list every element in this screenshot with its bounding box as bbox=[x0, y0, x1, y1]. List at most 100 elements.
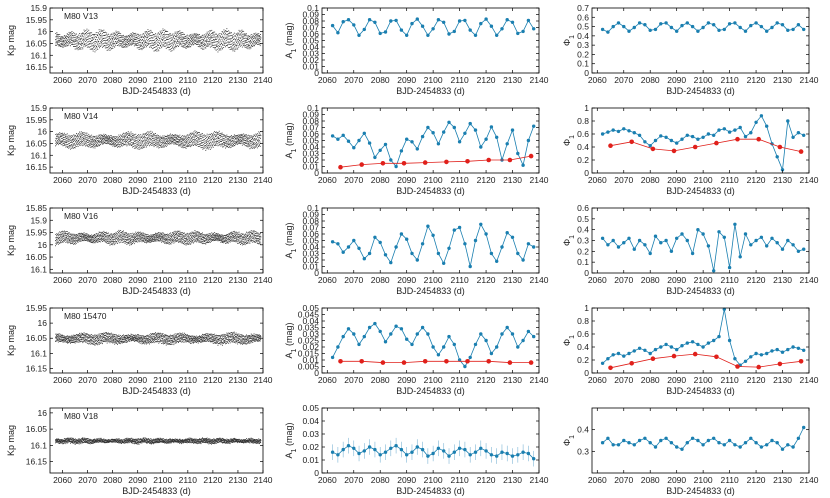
light-curve-point bbox=[255, 38, 257, 40]
light-curve-point bbox=[98, 233, 100, 235]
light-curve-point bbox=[103, 32, 104, 33]
light-curve-point bbox=[120, 41, 122, 42]
light-curve-point bbox=[168, 143, 169, 144]
light-curve-point bbox=[150, 236, 152, 238]
light-curve-point bbox=[173, 242, 175, 244]
light-curve-point bbox=[247, 236, 248, 237]
light-curve-point bbox=[258, 41, 260, 43]
light-curve-point bbox=[212, 234, 214, 235]
light-curve-point bbox=[130, 136, 132, 137]
light-curve-point bbox=[69, 41, 70, 43]
x-tick-label: 2120 bbox=[203, 175, 222, 185]
light-curve-point bbox=[205, 36, 207, 38]
light-curve-point bbox=[201, 138, 203, 140]
light-curve-point bbox=[136, 47, 138, 49]
light-curve-point bbox=[78, 47, 79, 48]
light-curve-point bbox=[130, 236, 132, 238]
light-curve-point bbox=[247, 41, 249, 43]
light-curve-point bbox=[93, 44, 95, 46]
light-curve-point bbox=[237, 32, 239, 34]
light-curve-point bbox=[227, 136, 228, 138]
light-curve-point bbox=[74, 134, 76, 136]
light-curve-point bbox=[146, 241, 148, 242]
light-curve-point bbox=[72, 240, 74, 242]
light-curve-point bbox=[74, 147, 76, 149]
light-curve-point bbox=[246, 135, 248, 137]
light-curve-point bbox=[209, 233, 211, 234]
light-curve-point bbox=[75, 46, 76, 47]
light-curve-point bbox=[197, 233, 199, 235]
light-curve-point bbox=[231, 234, 233, 235]
light-curve-point bbox=[62, 233, 64, 235]
light-curve-point bbox=[146, 43, 148, 45]
light-curve-point bbox=[202, 46, 204, 48]
light-curve-point bbox=[150, 37, 152, 39]
light-curve-point bbox=[80, 232, 82, 234]
light-curve-point bbox=[208, 148, 210, 150]
light-curve-point bbox=[158, 143, 159, 145]
light-curve-point bbox=[188, 146, 190, 147]
light-curve-point bbox=[207, 44, 209, 46]
light-curve-point bbox=[185, 241, 187, 242]
light-curve-point bbox=[65, 241, 67, 243]
light-curve-point bbox=[110, 141, 112, 142]
light-curve-point bbox=[198, 237, 200, 239]
light-curve-point bbox=[129, 241, 131, 243]
light-curve-point bbox=[184, 33, 185, 35]
light-curve-point bbox=[109, 40, 110, 42]
light-curve-point bbox=[179, 145, 180, 147]
light-curve-point bbox=[73, 243, 74, 245]
light-curve-point bbox=[62, 236, 64, 238]
light-curve-point bbox=[87, 144, 89, 146]
light-curve-point bbox=[129, 244, 131, 246]
light-curve-point bbox=[161, 240, 163, 242]
light-curve-point bbox=[89, 33, 91, 35]
light-curve-point bbox=[156, 234, 158, 236]
light-curve-point bbox=[204, 40, 206, 41]
light-curve-point bbox=[134, 36, 136, 38]
light-curve-point bbox=[67, 45, 69, 47]
light-curve-point bbox=[90, 43, 92, 45]
light-curve-point bbox=[159, 137, 161, 139]
light-curve-point bbox=[86, 234, 87, 236]
light-curve-point bbox=[231, 35, 233, 37]
light-curve-point bbox=[83, 41, 84, 43]
light-curve-point bbox=[57, 237, 59, 239]
light-curve-point bbox=[252, 46, 254, 47]
light-curve-point bbox=[91, 136, 93, 138]
light-curve-point bbox=[169, 142, 170, 144]
light-curve-point bbox=[98, 46, 100, 47]
light-curve-point bbox=[62, 36, 63, 38]
light-curve-point bbox=[222, 144, 224, 146]
light-curve-point bbox=[248, 136, 250, 138]
light-curve-point bbox=[242, 142, 244, 144]
light-curve-point bbox=[93, 135, 94, 137]
light-curve-point bbox=[160, 236, 162, 237]
light-curve-point bbox=[243, 133, 245, 135]
light-curve-point bbox=[192, 241, 194, 243]
light-curve-point bbox=[137, 135, 138, 137]
light-curve-point bbox=[228, 43, 230, 45]
light-curve-point bbox=[68, 238, 69, 240]
light-curve-point bbox=[151, 140, 153, 142]
light-curve-point bbox=[217, 233, 219, 235]
light-curve-point bbox=[200, 35, 202, 37]
light-curve-point bbox=[247, 48, 249, 50]
light-curve-point bbox=[257, 141, 259, 143]
light-curve-point bbox=[56, 42, 58, 44]
light-curve-point bbox=[92, 138, 94, 140]
light-curve-point bbox=[188, 240, 190, 242]
light-curve-point bbox=[96, 34, 98, 35]
light-curve-point bbox=[194, 35, 196, 37]
light-curve-point bbox=[72, 138, 74, 140]
light-curve-point bbox=[211, 43, 213, 45]
light-curve-point bbox=[161, 145, 163, 147]
light-curve-point bbox=[240, 141, 242, 143]
light-curve-point bbox=[199, 144, 201, 146]
light-curve-point bbox=[186, 37, 188, 39]
light-curve-point bbox=[217, 235, 219, 237]
light-curve-point bbox=[123, 36, 125, 38]
light-curve-point bbox=[233, 138, 234, 140]
x-tick-label: 2090 bbox=[397, 75, 416, 85]
light-curve-point bbox=[247, 35, 249, 37]
